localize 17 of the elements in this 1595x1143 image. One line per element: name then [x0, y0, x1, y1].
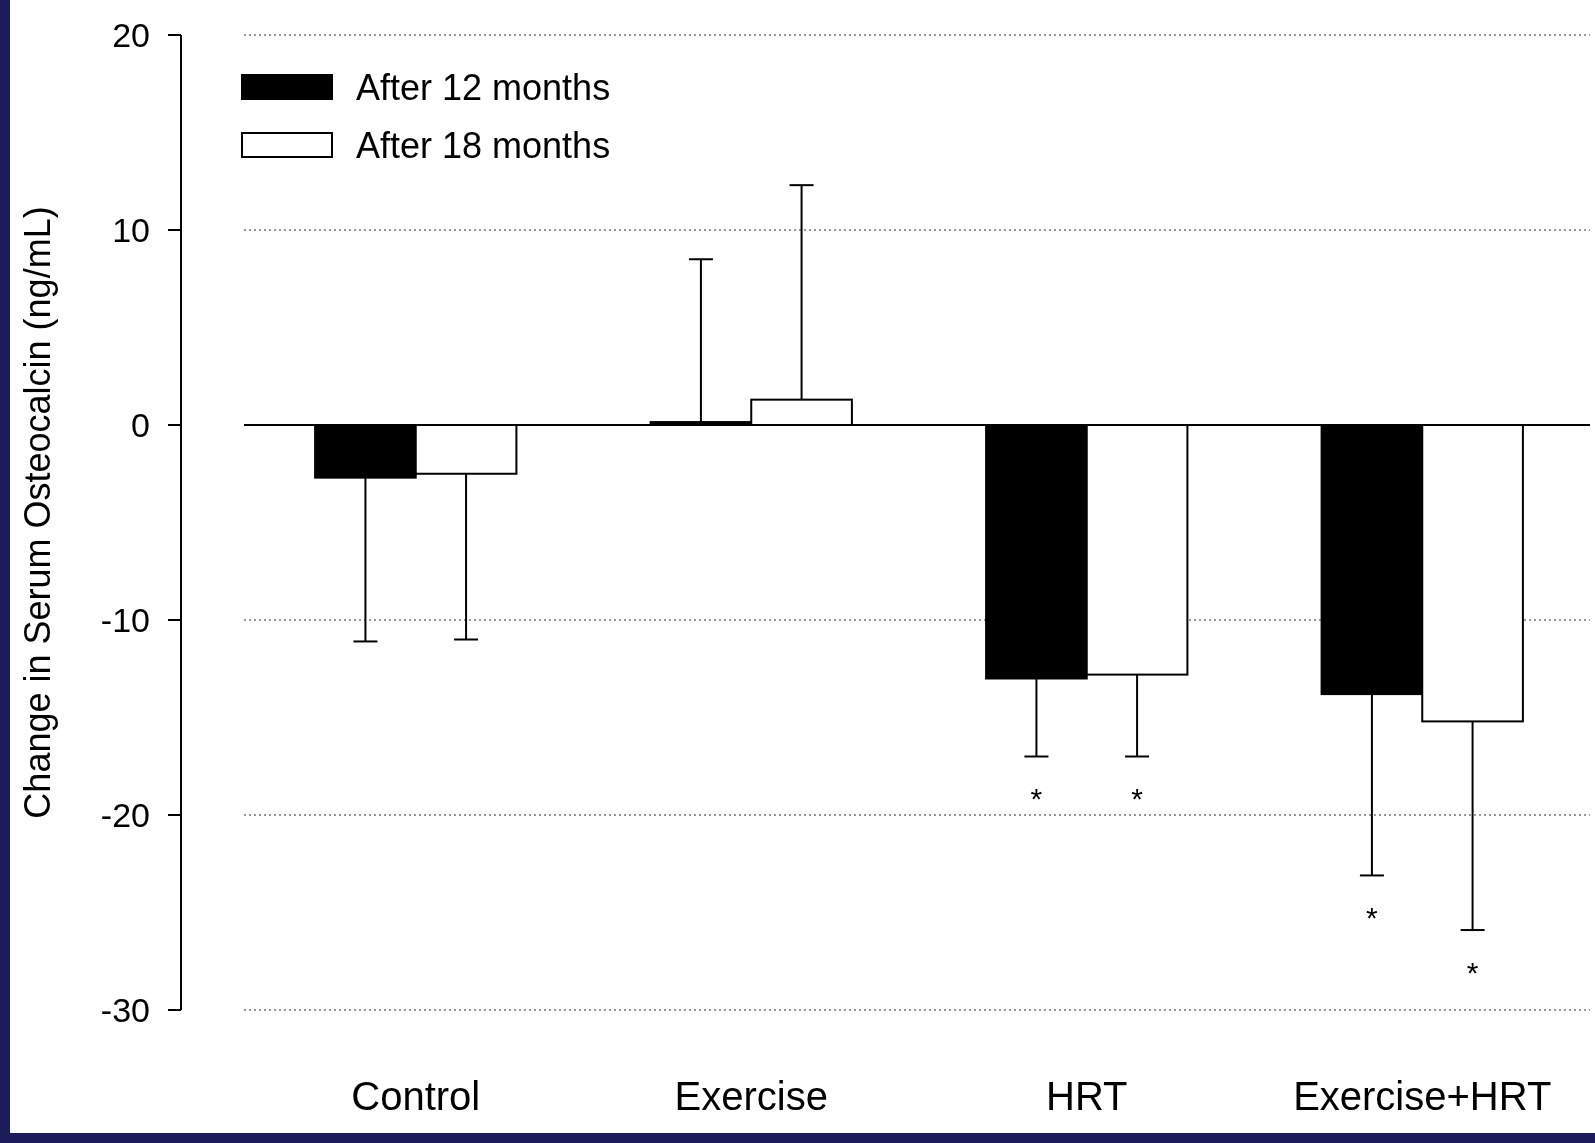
y-tick-label: 10: [112, 210, 150, 249]
x-tick-label: Exercise: [674, 1074, 828, 1118]
y-tick-label: -30: [100, 990, 150, 1029]
annotation: *: [1131, 782, 1144, 815]
x-tick-label: HRT: [1046, 1074, 1128, 1118]
y-tick-label: 20: [112, 15, 150, 54]
annotation: *: [1466, 955, 1479, 989]
legend-label: After 18 months: [356, 124, 611, 166]
legend-label: After 12 months: [356, 66, 611, 108]
annotation: *: [1366, 900, 1379, 934]
y-axis-title: Change in Serum Osteocalcin (ng/mL): [17, 206, 58, 819]
x-tick-label: Control: [351, 1074, 481, 1118]
y-tick-label: 0: [131, 405, 150, 444]
annotation: *: [1030, 782, 1043, 815]
y-tick-label: -20: [100, 795, 150, 834]
y-tick-label: -10: [100, 600, 150, 639]
x-tick-label: Exercise+HRT: [1293, 1074, 1552, 1118]
